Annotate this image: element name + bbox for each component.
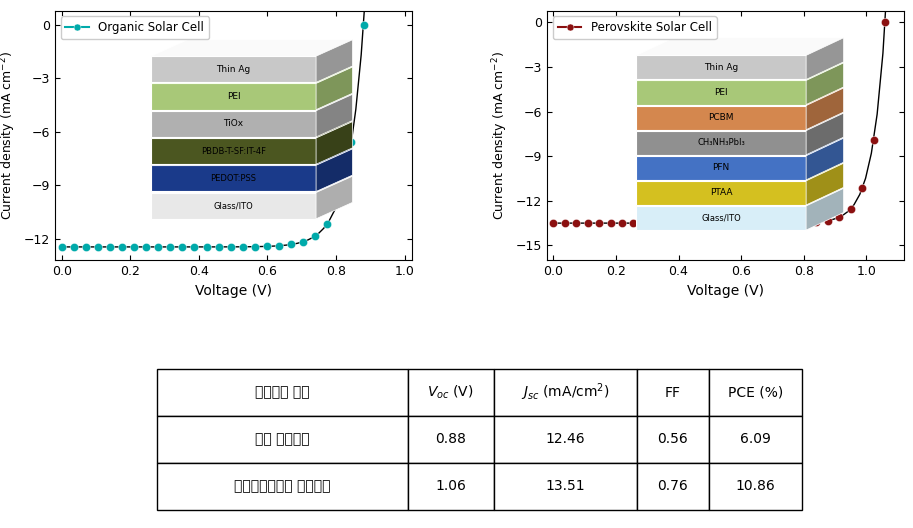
Point (55, 243, 69, 251)
Point (786, 219, 801, 227)
Point (855, 184, 869, 193)
X-axis label: Voltage (V): Voltage (V) (687, 284, 764, 297)
Point (224, 243, 238, 251)
Bar (708, 369, 802, 416)
Text: 페로브스카이트 태양전지: 페로브스카이트 태양전지 (234, 479, 331, 493)
Text: 6.09: 6.09 (740, 432, 771, 447)
Legend: Organic Solar Cell: Organic Solar Cell (60, 16, 209, 39)
Text: $V_{oc}$ (V): $V_{oc}$ (V) (427, 384, 474, 401)
Bar (157, 463, 407, 510)
Point (79, 243, 93, 251)
Bar (637, 463, 708, 510)
Point (356, 21, 371, 29)
Bar (407, 369, 494, 416)
Point (844, 204, 858, 213)
Text: PCE (%): PCE (%) (728, 385, 783, 400)
Point (284, 240, 299, 249)
Point (199, 243, 214, 251)
Point (344, 138, 359, 146)
Point (581, 219, 595, 228)
Point (660, 219, 675, 228)
Point (592, 219, 606, 228)
Y-axis label: Current density (mA cm$^{-2}$): Current density (mA cm$^{-2}$) (490, 51, 510, 220)
Point (707, 219, 721, 228)
Point (877, 18, 892, 27)
Point (320, 220, 334, 228)
Point (115, 243, 130, 251)
Point (236, 242, 250, 251)
Point (809, 218, 824, 227)
Point (798, 219, 813, 227)
Point (649, 219, 664, 228)
Point (569, 219, 583, 228)
Point (67, 243, 81, 251)
Text: $J_{sc}$ (mA/cm$^2$): $J_{sc}$ (mA/cm$^2$) (521, 382, 610, 403)
Bar (494, 416, 637, 463)
Point (90, 243, 105, 251)
Point (558, 219, 572, 228)
Point (151, 243, 165, 251)
Point (729, 219, 744, 228)
Bar (708, 463, 802, 510)
Point (546, 219, 561, 228)
Bar (708, 416, 802, 463)
Point (740, 219, 755, 228)
Bar (407, 463, 494, 510)
Text: FF: FF (665, 385, 681, 400)
Text: 0.76: 0.76 (657, 479, 688, 493)
Point (308, 232, 322, 240)
Bar (157, 369, 407, 416)
Text: 0.56: 0.56 (657, 432, 688, 447)
Point (175, 243, 190, 251)
X-axis label: Voltage (V): Voltage (V) (194, 284, 272, 297)
Point (603, 219, 618, 228)
Point (139, 243, 153, 251)
Text: 1.06: 1.06 (436, 479, 466, 493)
Point (272, 241, 287, 250)
Point (163, 243, 178, 251)
Bar (494, 369, 637, 416)
Point (672, 219, 687, 228)
Point (683, 219, 698, 228)
Point (626, 219, 641, 228)
Text: 유기 태양전지: 유기 태양전지 (255, 432, 310, 447)
Text: 0.88: 0.88 (436, 432, 466, 447)
Point (832, 213, 846, 221)
Text: 12.46: 12.46 (546, 432, 585, 447)
Legend: Perovskite Solar Cell: Perovskite Solar Cell (553, 16, 717, 39)
Point (187, 243, 202, 251)
Point (637, 219, 652, 228)
Bar (637, 416, 708, 463)
Bar (637, 369, 708, 416)
Point (775, 219, 790, 227)
Point (821, 216, 835, 225)
Point (127, 243, 142, 251)
Bar (157, 416, 407, 463)
Point (247, 242, 262, 251)
Text: 10.86: 10.86 (736, 479, 775, 493)
Point (102, 243, 117, 251)
Point (259, 242, 274, 251)
Text: 13.51: 13.51 (546, 479, 585, 493)
Y-axis label: Current density (mA cm$^{-2}$): Current density (mA cm$^{-2}$) (0, 51, 18, 220)
Bar (407, 416, 494, 463)
Point (752, 219, 767, 228)
Point (332, 193, 347, 202)
Point (718, 219, 732, 228)
Point (763, 219, 778, 228)
Point (695, 219, 709, 228)
Text: 태양전지 종류: 태양전지 종류 (255, 385, 310, 400)
Point (296, 238, 310, 246)
Point (211, 243, 226, 251)
Point (614, 219, 629, 228)
Point (866, 136, 881, 144)
Bar (494, 463, 637, 510)
